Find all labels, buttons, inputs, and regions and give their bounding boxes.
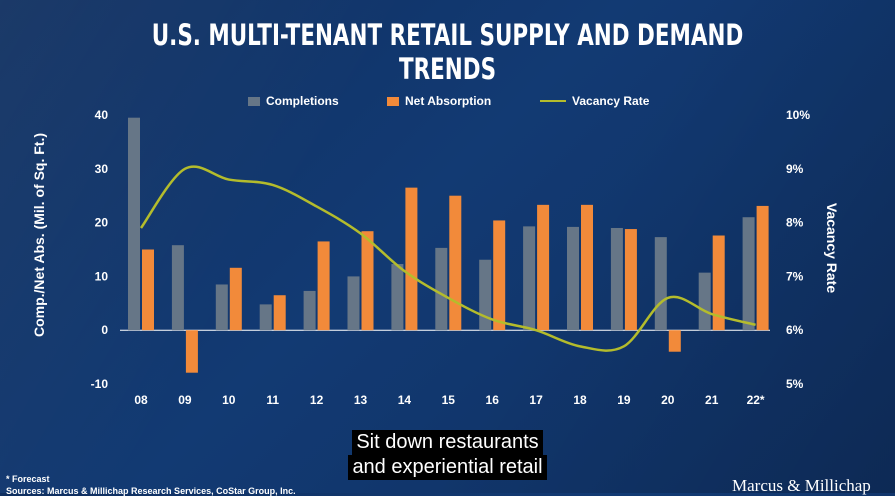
legend-label-vacancy-rate: Vacancy Rate bbox=[572, 94, 650, 108]
legend-label-net-absorption: Net Absorption bbox=[405, 94, 492, 108]
legend-item-vacancy-rate: Vacancy Rate bbox=[540, 94, 649, 108]
bar-net-absorption bbox=[493, 220, 506, 331]
y-tick-label-left: 10 bbox=[95, 269, 109, 283]
video-caption: Sit down restaurants and experiential re… bbox=[325, 430, 570, 480]
bar-net-absorption bbox=[361, 231, 374, 331]
bar-net-absorption bbox=[756, 205, 769, 331]
bar-net-absorption bbox=[185, 330, 198, 373]
bar-completions bbox=[171, 245, 184, 331]
y-tick-label-right: 10% bbox=[786, 108, 810, 122]
x-tick-label: 08 bbox=[134, 393, 148, 407]
legend: Completions Net Absorption Vacancy Rate bbox=[0, 94, 895, 112]
x-tick-label: 16 bbox=[486, 393, 500, 407]
x-tick-label: 21 bbox=[705, 393, 719, 407]
bar-completions bbox=[259, 304, 272, 331]
bar-completions bbox=[698, 272, 711, 331]
x-tick-label: 18 bbox=[573, 393, 587, 407]
x-tick-label: 14 bbox=[398, 393, 412, 407]
y-tick-label-right: 7% bbox=[786, 269, 804, 283]
y-tick-label-right: 8% bbox=[786, 216, 804, 230]
x-tick-label: 09 bbox=[178, 393, 192, 407]
x-tick-label: 11 bbox=[266, 393, 279, 407]
marcus-millichap-logo: Marcus & Millichap bbox=[732, 476, 871, 495]
caption-line-1: Sit down restaurants bbox=[352, 430, 543, 455]
bar-net-absorption bbox=[273, 295, 286, 331]
legend-item-completions: Completions bbox=[248, 94, 339, 108]
x-tick-label: 10 bbox=[222, 393, 236, 407]
caption-line-2: and experiential retail bbox=[348, 455, 547, 480]
legend-swatch-vacancy-rate bbox=[540, 100, 566, 102]
sources-note: Sources: Marcus & Millichap Research Ser… bbox=[6, 486, 296, 496]
y-tick-label-right: 9% bbox=[786, 162, 804, 176]
y-tick-label-left: 20 bbox=[95, 216, 109, 230]
y-tick-label-left: 0 bbox=[101, 323, 108, 337]
x-tick-label: 17 bbox=[529, 393, 543, 407]
bar-net-absorption bbox=[537, 204, 550, 331]
bar-completions bbox=[654, 237, 667, 331]
bar-completions bbox=[523, 226, 536, 331]
legend-item-net-absorption: Net Absorption bbox=[387, 94, 491, 108]
y-tick-label-right: 6% bbox=[786, 323, 804, 337]
bar-net-absorption bbox=[142, 249, 154, 331]
bar-completions bbox=[128, 117, 140, 331]
legend-label-completions: Completions bbox=[266, 94, 339, 108]
bar-completions bbox=[435, 247, 448, 331]
y-tick-label-left: -10 bbox=[91, 377, 109, 391]
bar-completions bbox=[567, 226, 579, 331]
y-tick-label-left: 40 bbox=[95, 108, 109, 122]
bar-completions bbox=[215, 284, 228, 331]
bar-net-absorption bbox=[712, 235, 725, 331]
bar-net-absorption bbox=[229, 267, 242, 331]
bar-completions bbox=[347, 276, 360, 331]
bar-net-absorption bbox=[624, 229, 637, 331]
bar-completions bbox=[391, 264, 404, 331]
y-tick-label-right: 5% bbox=[786, 377, 804, 391]
bar-completions bbox=[742, 217, 755, 331]
forecast-footnote: * Forecast bbox=[6, 474, 50, 484]
chart-title: U.S. MULTI-TENANT RETAIL SUPPLY AND DEMA… bbox=[151, 18, 744, 86]
bar-completions bbox=[479, 259, 492, 331]
legend-swatch-net-absorption bbox=[387, 96, 399, 106]
bar-completions bbox=[610, 227, 623, 331]
x-tick-label: 13 bbox=[354, 393, 368, 407]
bar-net-absorption bbox=[668, 330, 681, 352]
x-tick-label: 12 bbox=[310, 393, 324, 407]
x-tick-label: 20 bbox=[661, 393, 675, 407]
bar-net-absorption bbox=[405, 187, 418, 331]
vacancy-rate-line bbox=[139, 165, 756, 352]
bar-net-absorption bbox=[581, 204, 593, 331]
y-tick-label-left: 30 bbox=[95, 162, 109, 176]
x-tick-label: 22* bbox=[747, 393, 765, 407]
x-tick-label: 19 bbox=[617, 393, 631, 407]
bar-net-absorption bbox=[317, 241, 330, 331]
legend-swatch-completions bbox=[248, 96, 260, 106]
bar-completions bbox=[303, 290, 316, 331]
bar-net-absorption bbox=[449, 195, 462, 331]
x-tick-label: 15 bbox=[442, 393, 456, 407]
